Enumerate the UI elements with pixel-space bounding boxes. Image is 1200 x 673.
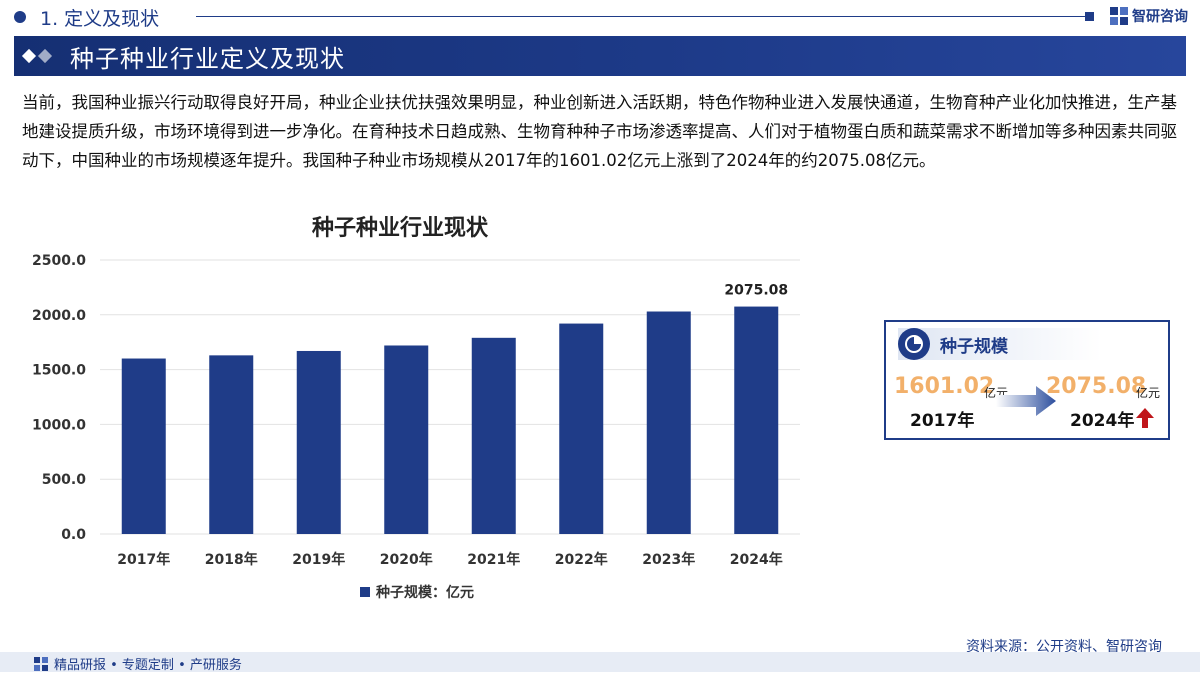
title-banner: 种子种业行业定义及现状: [14, 36, 1186, 76]
intro-paragraph: 当前，我国种业振兴行动取得良好开局，种业企业扶优扶强效果明显，种业创新进入活跃期…: [22, 93, 1177, 170]
data-source: 资料来源：公开资料、智研咨询: [966, 639, 1162, 655]
bar-6: [646, 311, 691, 534]
header-divider-end: [1085, 12, 1094, 21]
y-tick-label: 1000.0: [32, 417, 86, 433]
brand-logo-icon: [1110, 7, 1128, 25]
end-year: 2024年: [1070, 411, 1135, 431]
x-tick-label: 2024年: [730, 551, 783, 568]
start-year: 2017年: [910, 411, 975, 431]
bar-1: [209, 355, 254, 534]
y-tick-label: 500.0: [42, 472, 87, 488]
bar-3: [384, 345, 429, 534]
header-divider: [196, 16, 1086, 17]
bar-0: [121, 358, 166, 534]
data-label: 2075.08: [724, 283, 788, 299]
footer-bar: [0, 652, 1200, 672]
section-title: 1. 定义及现状: [40, 8, 160, 30]
bar-5: [559, 323, 604, 534]
brand-name: 智研咨询: [1132, 9, 1188, 25]
banner-diamond-icon: [21, 48, 56, 64]
footer-logo-icon: [34, 656, 48, 671]
x-tick-label: 2018年: [205, 551, 258, 568]
brand: 智研咨询: [1110, 6, 1188, 26]
end-value: 2075.08: [1046, 374, 1147, 399]
bar-4: [471, 337, 516, 534]
x-tick-label: 2020年: [380, 551, 433, 568]
end-unit: 亿元: [1136, 386, 1161, 400]
chart-title: 种子种业行业现状: [312, 216, 489, 241]
y-tick-label: 1500.0: [32, 363, 86, 379]
x-tick-label: 2019年: [292, 551, 345, 568]
chart-pie-icon: [898, 328, 930, 360]
y-tick-label: 0.0: [61, 527, 86, 543]
x-tick-label: 2023年: [642, 551, 695, 568]
summary-card: 种子规模 1601.02 亿元 2017年 2075.08 亿元 2024年: [884, 320, 1170, 440]
bar-chart: 0.0 500.0 1000.0 1500.0 2000.0 2500.0 2017年 201…: [32, 253, 800, 568]
footer-slogan: 精品研报 • 专题定制 • 产研服务: [34, 654, 242, 673]
start-value: 1601.02: [894, 374, 995, 399]
section-bullet: [14, 11, 26, 23]
card-header: 种子规模: [898, 328, 1102, 360]
y-tick-label: 2000.0: [32, 308, 86, 324]
footer-slogan-text: 精品研报 • 专题定制 • 产研服务: [54, 658, 242, 673]
chart-legend: 种子规模：亿元: [360, 582, 474, 602]
x-tick-label: 2021年: [467, 551, 520, 568]
page-title: 种子种业行业定义及现状: [70, 44, 345, 73]
card-title: 种子规模: [940, 336, 1008, 357]
bar-2: [296, 350, 341, 534]
x-tick-label: 2017年: [117, 551, 170, 568]
x-tick-label: 2022年: [555, 551, 608, 568]
right-arrow-icon: [996, 386, 1056, 416]
y-tick-label: 2500.0: [32, 253, 86, 269]
up-arrow-icon: [1136, 408, 1154, 428]
bar-7: [734, 306, 779, 534]
legend-label: 种子规模：亿元: [376, 585, 474, 601]
legend-swatch: [360, 587, 370, 597]
